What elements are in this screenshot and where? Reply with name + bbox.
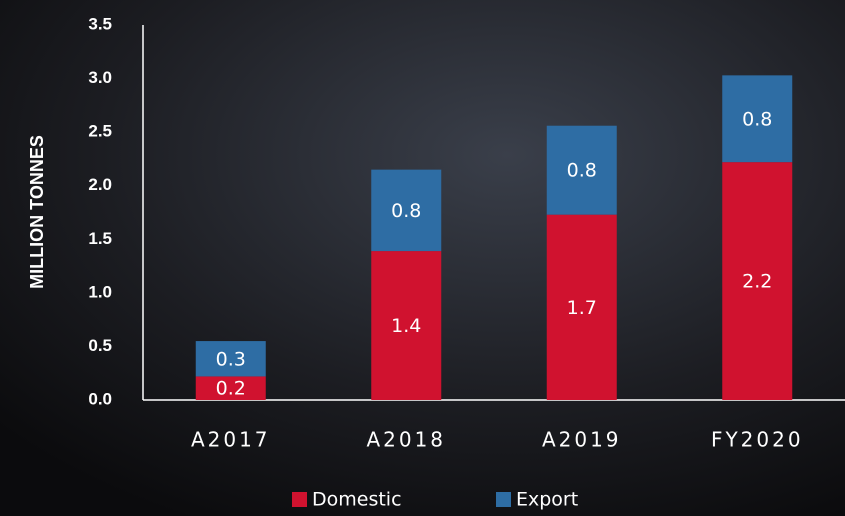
legend-swatch xyxy=(496,492,511,507)
y-tick-label: 1.0 xyxy=(88,282,112,301)
x-tick-label: A2017 xyxy=(191,428,271,452)
y-tick-label: 3.0 xyxy=(88,68,112,87)
value-label: 1.4 xyxy=(391,315,421,337)
y-tick-label: 2.0 xyxy=(88,175,112,194)
y-tick-label: 0.5 xyxy=(88,336,112,355)
value-label: 2.2 xyxy=(742,271,772,293)
y-tick-label: 1.5 xyxy=(88,229,112,248)
bar-segment xyxy=(195,376,266,400)
legend-swatch xyxy=(292,492,307,507)
value-label: 0.8 xyxy=(391,200,421,222)
bar-segment xyxy=(371,251,442,400)
bar-segment xyxy=(722,75,793,163)
value-label: 1.7 xyxy=(567,297,597,319)
value-label: 0.3 xyxy=(216,348,246,370)
bar-segment xyxy=(546,125,617,215)
x-tick-label: FY2020 xyxy=(711,428,804,452)
y-axis-label: MILLION TONNES xyxy=(27,135,47,289)
bar-segment xyxy=(195,341,266,377)
x-tick-label: A2019 xyxy=(542,428,622,452)
y-tick-label: 2.5 xyxy=(88,122,112,141)
bar-segment xyxy=(546,214,617,400)
value-label: 0.2 xyxy=(216,378,246,400)
x-tick-label: A2018 xyxy=(366,428,446,452)
legend-label: Domestic xyxy=(312,489,402,511)
value-label: 0.8 xyxy=(567,160,597,182)
legend-label: Export xyxy=(516,489,578,511)
y-tick-label: 3.5 xyxy=(88,14,112,33)
value-label: 0.8 xyxy=(742,108,772,130)
y-tick-label: 0.0 xyxy=(88,389,112,408)
bar-segment xyxy=(722,162,793,400)
bar-segment xyxy=(371,169,442,252)
